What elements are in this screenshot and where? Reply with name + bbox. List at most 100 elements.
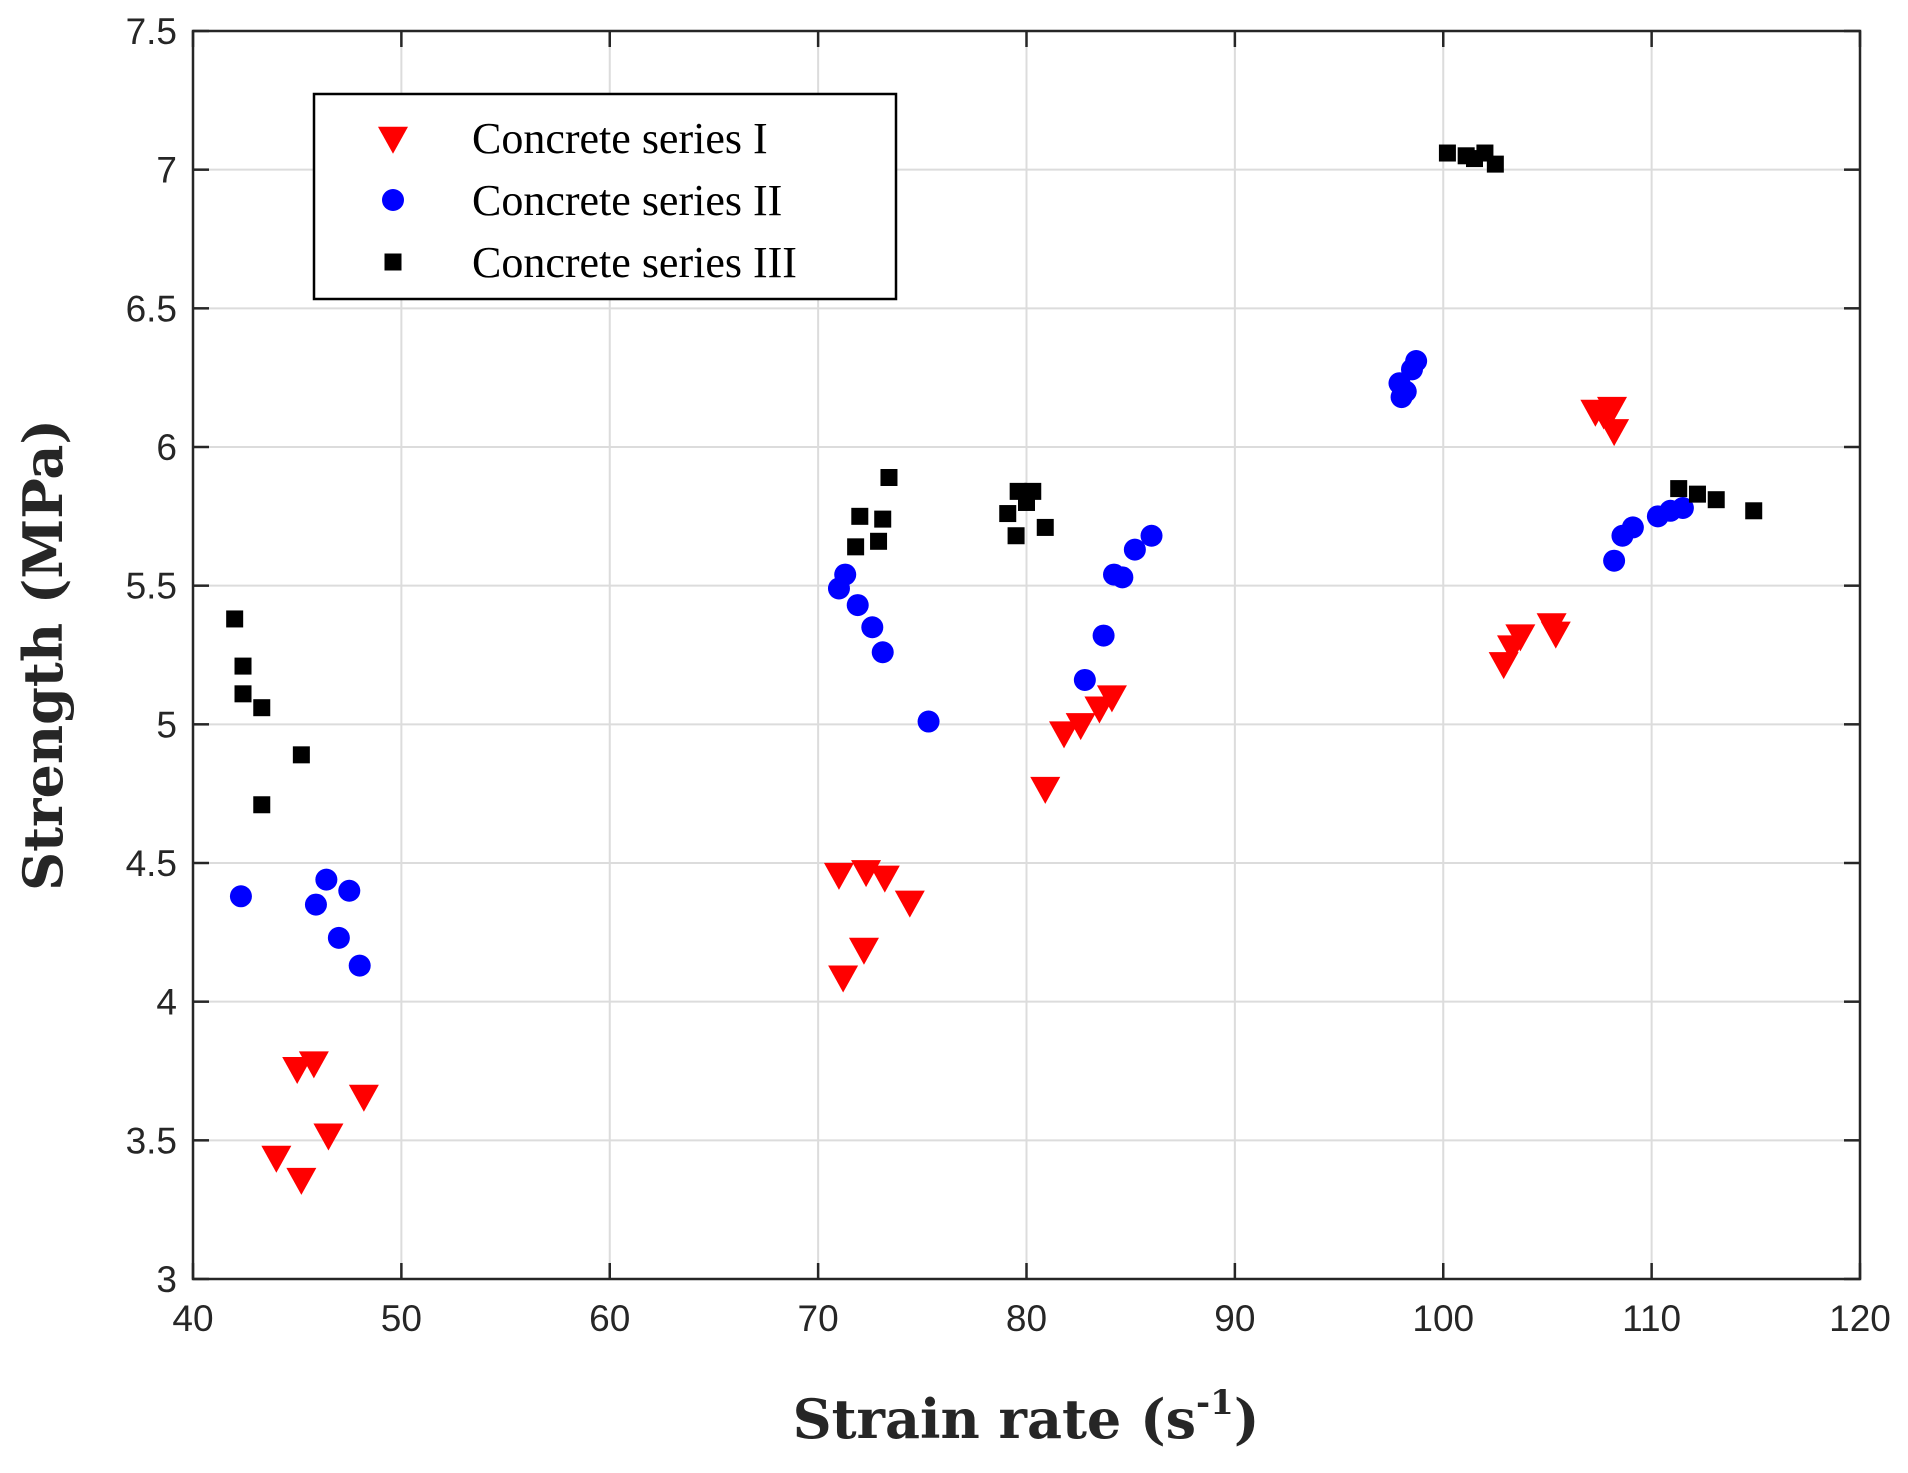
legend-box [312,92,898,301]
series-2-point [229,885,252,908]
x-axis-title-superscript: -1 [1196,1383,1234,1423]
data-layer [226,144,1763,1195]
x-tick-label: 120 [1829,1298,1891,1339]
y-tick-label: 7.5 [126,11,177,52]
series-3-point [851,507,869,525]
series-1-point [828,965,859,993]
legend-marker-series-1 [378,126,408,154]
x-tick-label: 40 [172,1298,213,1339]
y-tick-label: 5 [156,704,177,745]
series-2-point [1111,566,1134,589]
series-1-point [313,1123,344,1151]
x-tick-label: 100 [1412,1298,1474,1339]
series-1-point [1597,396,1628,424]
y-tick-label: 6.5 [126,288,177,329]
series-2-point [1621,516,1644,539]
series-1-point [1505,624,1536,652]
series-3-point [1036,518,1054,536]
series-2-point [338,879,361,902]
legend-label-series-2: Concrete series II [472,176,782,225]
series-3-point [1688,485,1706,503]
series-1-point [348,1084,379,1112]
y-tick-label: 4.5 [126,843,177,884]
series-1-point [298,1051,329,1079]
series-2-point [871,641,894,664]
series-3-point [1745,502,1763,520]
y-tick-label: 3.5 [126,1120,177,1161]
series-2-point [1123,538,1146,561]
y-tick-label: 5.5 [126,566,177,607]
series-2-point [304,893,327,916]
legend-marker-series-2 [382,189,404,211]
series-1-point [894,890,925,918]
legend-marker-series-3 [384,253,402,271]
series-1-point [1030,776,1061,804]
y-tick-label: 7 [156,150,177,191]
x-axis-title-main: Strain rate (s [793,1387,1196,1451]
x-tick-label: 70 [798,1298,839,1339]
series-3-point [874,510,892,528]
series-2-point [1405,350,1428,373]
series-1-point [848,937,879,965]
tick-layer: 40 50 60 70 80 90 100 110 120 3 3.5 4 4.5 5 5.5 6 6.5 7 7.… [126,11,1891,1339]
legend-items: Concrete series I Concrete series II Concr… [378,114,797,287]
series-2-point [1073,668,1096,691]
series-2-point [1394,380,1417,403]
series-2-point [1140,524,1163,547]
x-axis-title-suffix: ) [1234,1387,1260,1451]
y-axis-title: Strength (MPa) [11,419,75,891]
series-2-point [846,594,869,617]
x-tick-label: 90 [1214,1298,1255,1339]
series-1-point [823,862,854,890]
series-2-group [229,350,1694,977]
series-3-point [870,532,888,550]
series-1-group [261,396,1630,1195]
series-2-point [834,563,857,586]
series-1-point [261,1145,292,1173]
series-2-point [1671,497,1694,520]
series-3-point [1438,144,1456,162]
series-1-point [1065,713,1096,741]
series-3-point [234,685,252,703]
legend: Concrete series I Concrete series II Concr… [312,92,898,301]
series-3-point [1007,527,1025,545]
series-1-point [1599,419,1630,447]
series-3-point [253,796,271,814]
series-3-point [226,610,244,628]
series-2-point [348,954,371,977]
series-3-point [1024,482,1042,500]
series-1-point [282,1056,313,1084]
series-1-point [286,1167,317,1195]
y-tick-label: 6 [156,427,177,468]
series-3-point [1670,480,1688,498]
series-3-point [234,657,252,675]
x-tick-label: 110 [1622,1298,1681,1339]
series-2-point [917,710,940,733]
legend-label-series-3: Concrete series III [472,238,797,287]
x-tick-label: 80 [1006,1298,1047,1339]
series-1-point [1540,621,1571,649]
x-axis-title: Strain rate (s-1) [793,1383,1260,1451]
series-3-point [253,699,271,717]
y-tick-label: 3 [156,1259,177,1300]
series-2-point [861,616,884,639]
series-2-point [1092,624,1115,647]
legend-label-series-1: Concrete series I [472,114,768,163]
series-1-point [869,865,900,893]
series-3-point [847,538,865,556]
series-2-point [1603,549,1626,572]
x-tick-label: 50 [381,1298,422,1339]
series-3-group [226,144,1763,814]
y-tick-label: 4 [156,982,177,1023]
series-1-point [1049,721,1080,749]
series-2-point [327,926,350,949]
grid-layer [193,31,1860,1279]
series-2-point [315,868,338,891]
series-1-point [1096,685,1127,713]
series-3-point [880,469,898,487]
series-3-point [1707,491,1725,509]
series-3-point [999,505,1017,523]
